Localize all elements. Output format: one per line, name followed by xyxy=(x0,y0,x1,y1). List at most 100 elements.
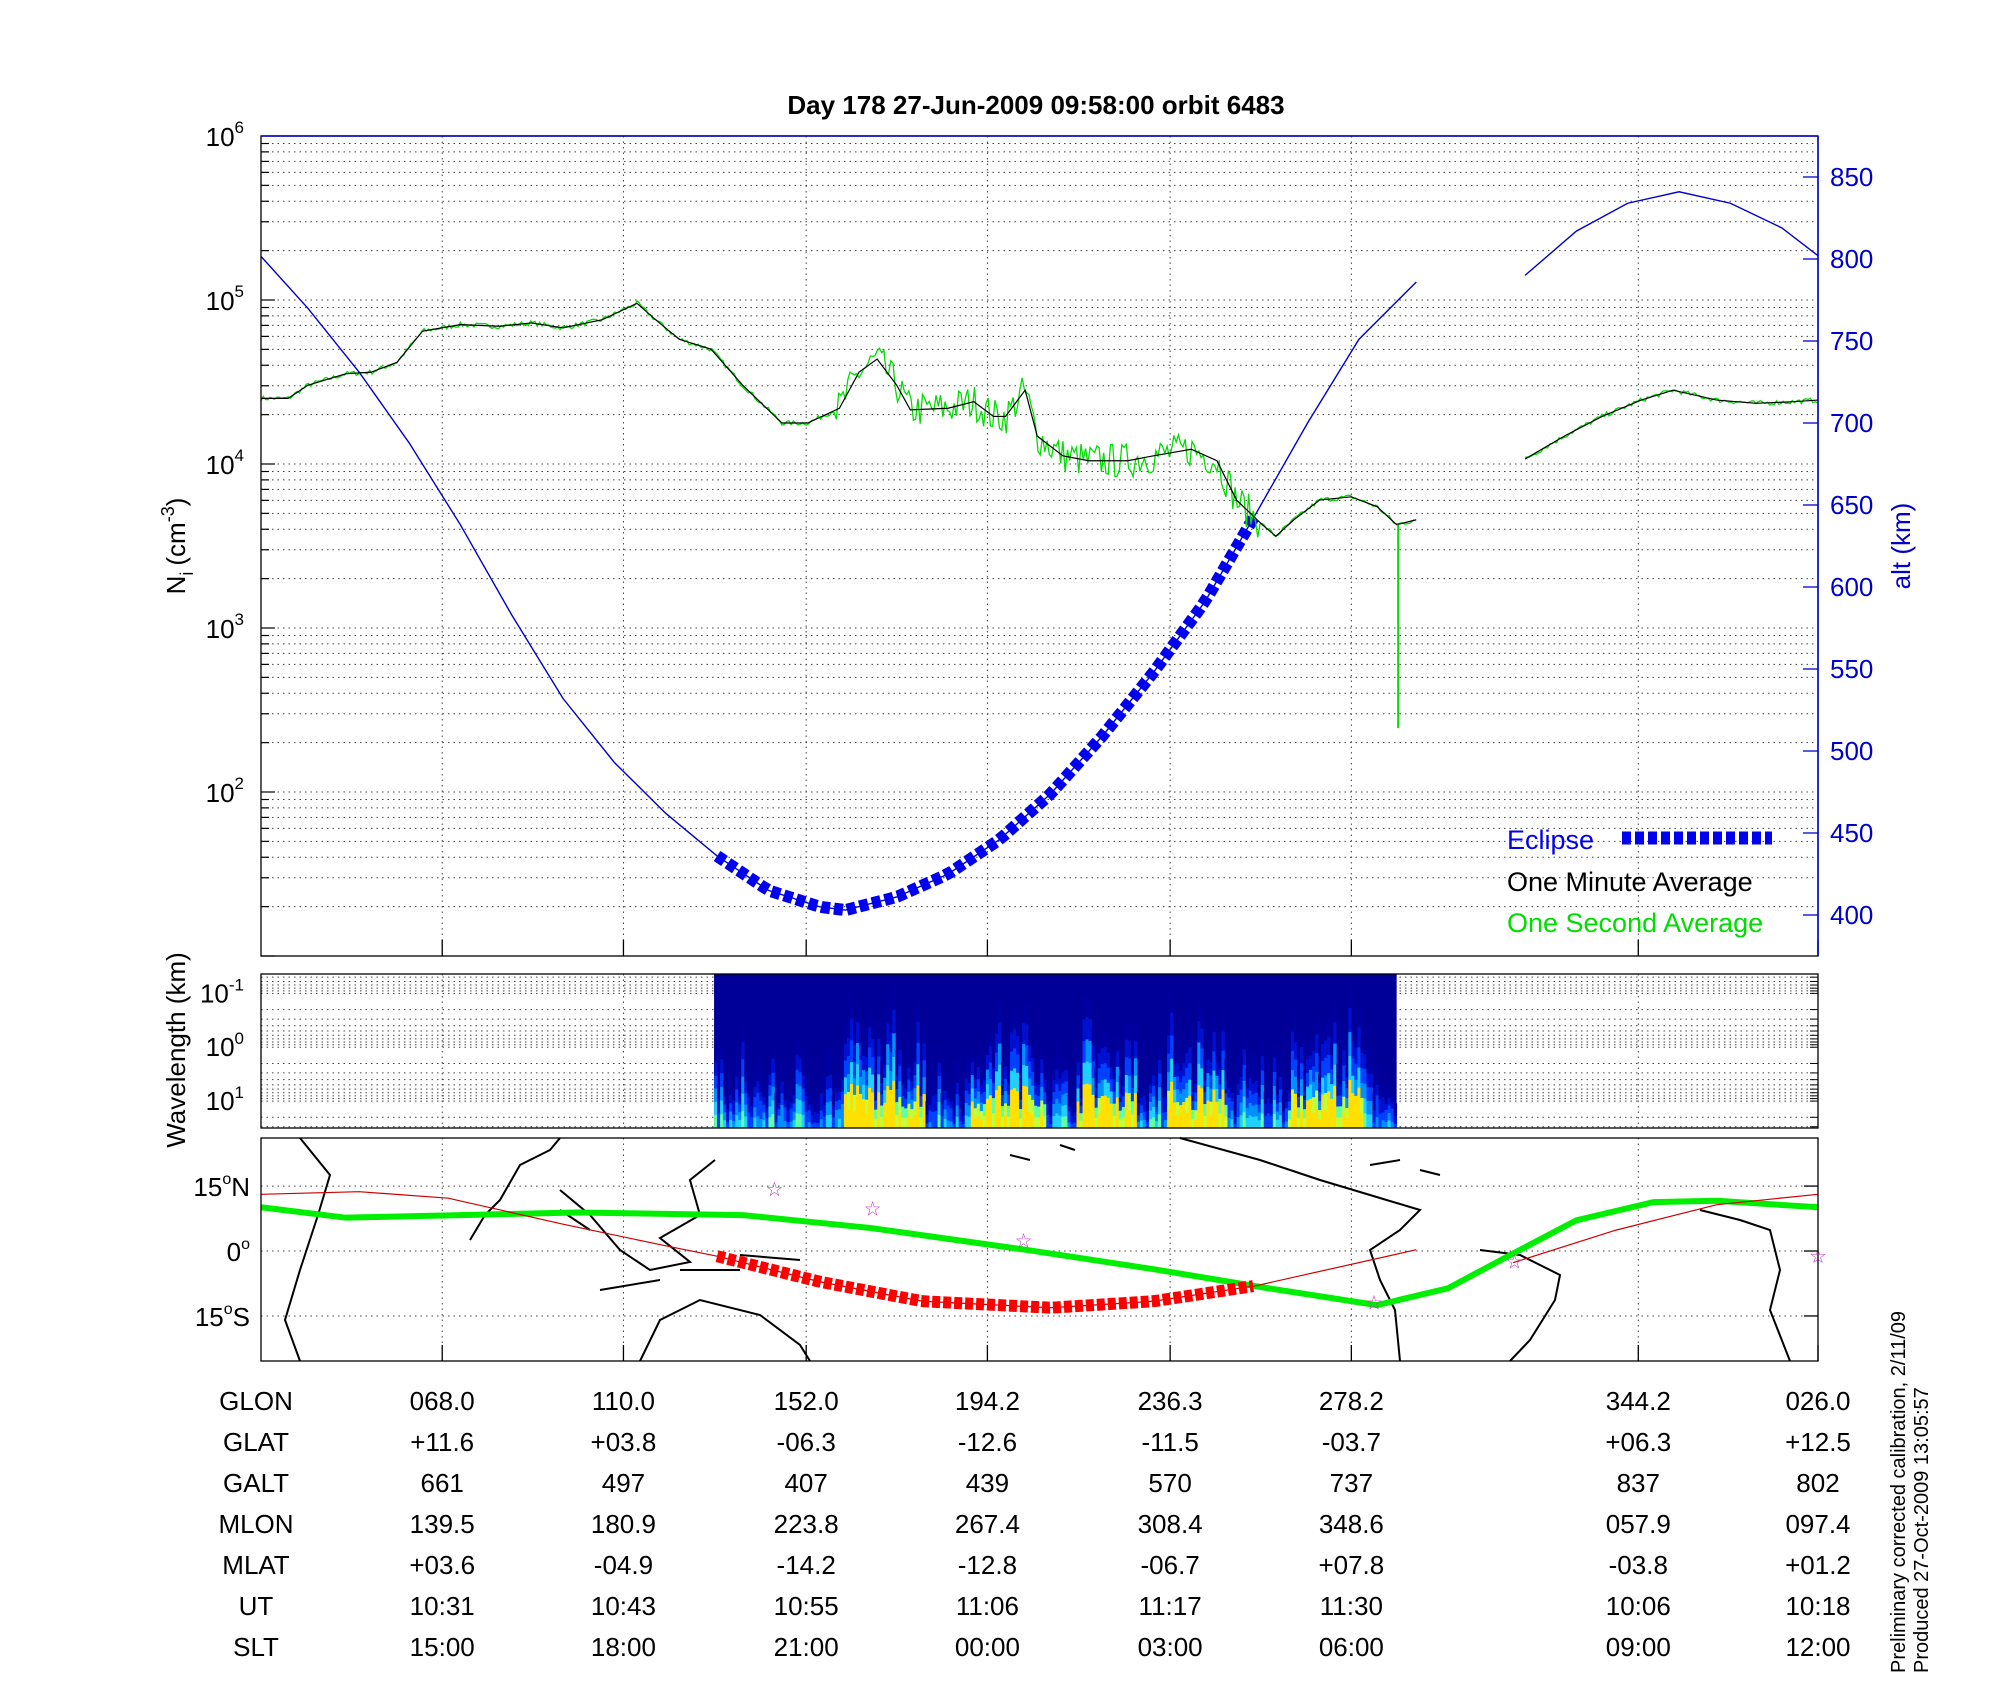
spectrogram-cell xyxy=(810,1106,815,1112)
spectrogram-cell xyxy=(1348,1008,1352,1033)
tick-exponent: 0 xyxy=(235,1029,244,1048)
spectrogram-cell xyxy=(1369,1114,1373,1129)
spectrogram-cell xyxy=(765,1103,769,1109)
spectrogram-cell xyxy=(1336,1106,1340,1118)
spectrogram-cell xyxy=(1381,1081,1385,1091)
spectrogram-cell xyxy=(985,1040,990,1056)
spectrogram-cell xyxy=(874,1091,878,1101)
spectrogram-cell xyxy=(777,1121,781,1129)
spectrogram-cell xyxy=(949,1121,954,1129)
spectrogram-cell xyxy=(792,1103,797,1113)
spectrogram-cell xyxy=(1209,1075,1213,1090)
spectrogram-cell xyxy=(934,1085,938,1095)
spectrogram-cell xyxy=(886,1065,890,1087)
spectrogram-cell xyxy=(1094,1117,1099,1129)
spectrogram-cell xyxy=(1109,1091,1114,1105)
spectrogram-cell xyxy=(919,1064,923,1076)
spectrogram-cell xyxy=(1170,989,1174,1014)
spectrogram-cell xyxy=(1025,1003,1029,1025)
spectrogram-cell xyxy=(1070,1123,1074,1129)
spectrogram-cell xyxy=(765,1118,769,1124)
spectrogram-cell xyxy=(880,1094,884,1106)
spectrogram-cell xyxy=(952,1120,957,1125)
spectrogram-cell xyxy=(1028,1045,1032,1063)
spectrogram-cell xyxy=(1230,1101,1234,1111)
spectrogram-cell xyxy=(898,1112,902,1129)
spectrogram-cell xyxy=(1306,1114,1310,1129)
spectrogram-cell xyxy=(1227,1067,1231,1079)
spectrogram-cell xyxy=(1390,1108,1395,1116)
station-star-icon: ☆ xyxy=(864,1199,882,1221)
spectrogram-cell xyxy=(1233,1123,1237,1129)
spectrogram-grid xyxy=(261,974,1819,1128)
spectrogram-cell xyxy=(768,1095,772,1107)
spectrogram-cell xyxy=(928,1093,932,1100)
spectrogram-cell xyxy=(1333,1064,1337,1087)
spectrogram-cell xyxy=(1303,1109,1307,1120)
spectrogram-cell xyxy=(1218,1113,1222,1129)
table-cell: 348.6 xyxy=(1319,1509,1384,1539)
coastline-southeast-asia xyxy=(559,1159,801,1291)
latitude-label: 15 xyxy=(193,1172,222,1202)
spectrogram-cell xyxy=(1052,1068,1056,1081)
spectrogram-cell xyxy=(1360,1098,1364,1114)
spectrogram-cell xyxy=(961,1119,966,1125)
spectrogram-cell xyxy=(1233,1103,1237,1109)
spectrogram-cell xyxy=(1363,1068,1367,1085)
spectrogram-cell xyxy=(1312,1066,1316,1083)
spectrogram-cell xyxy=(886,1107,890,1129)
spectrogram-cell xyxy=(1215,1075,1219,1090)
spectrogram-cell xyxy=(880,1060,884,1073)
spectrogram-cell xyxy=(783,1086,787,1094)
spectrogram-cell xyxy=(1046,1088,1050,1096)
spectrogram-cell xyxy=(883,1052,887,1066)
spectrogram-cell xyxy=(1179,1093,1183,1106)
spectrogram-cell xyxy=(1127,1058,1132,1077)
spectrogram-cell xyxy=(907,1091,911,1105)
spectrogram-cell xyxy=(982,1055,987,1069)
spectrogram-cell xyxy=(880,1071,884,1084)
spectrogram-cell xyxy=(1013,1008,1017,1030)
spectrogram-cell xyxy=(865,1085,869,1101)
altitude-line xyxy=(260,255,1417,911)
spectrogram-cell xyxy=(744,1069,748,1082)
spectrogram-cell xyxy=(1028,1111,1032,1129)
spectrogram-cell xyxy=(1052,1116,1056,1129)
altitude-tick-label: 400 xyxy=(1830,900,1873,930)
spectrogram-cell xyxy=(1173,1115,1177,1129)
spectrogram-cell xyxy=(1076,1114,1080,1129)
spectrogram-cell xyxy=(1152,1075,1156,1087)
altitude-tick-label: 450 xyxy=(1830,818,1873,848)
tick-exponent: 4 xyxy=(235,446,244,465)
spectrogram-cell xyxy=(1275,1119,1280,1129)
station-star-icon: ☆ xyxy=(1365,1293,1383,1315)
spectrogram-cell xyxy=(1031,1113,1035,1129)
spectrogram-cell xyxy=(837,1100,842,1110)
spectrogram-cell xyxy=(859,1025,863,1044)
spectrogram-cell xyxy=(1281,1094,1286,1101)
spectrogram-cell xyxy=(1109,1103,1114,1117)
spectrogram-cell xyxy=(1293,1042,1298,1061)
spectrogram-cell xyxy=(1067,1100,1071,1107)
spectrogram-cell xyxy=(916,1064,920,1086)
tick-exponent: -1 xyxy=(229,975,244,994)
spectrogram-cell xyxy=(783,1093,787,1101)
spectrogram-cell xyxy=(1266,1120,1271,1129)
spectrogram-cell xyxy=(714,1101,718,1116)
spectrogram-cell xyxy=(1148,1075,1153,1085)
spectrogram-cell xyxy=(849,1018,854,1041)
spectrogram-cell xyxy=(1179,1105,1183,1118)
spectrogram-cell xyxy=(1148,1093,1153,1103)
spectrogram-cell xyxy=(1296,1066,1301,1077)
altitude-tick-label: 850 xyxy=(1830,162,1873,192)
spectrogram-cell xyxy=(1306,1100,1310,1115)
spectrogram-cell xyxy=(961,1103,966,1108)
spectrogram-cell xyxy=(1121,1106,1126,1118)
spectrogram-cell xyxy=(732,1107,736,1115)
spectrogram-cell xyxy=(1049,1108,1053,1113)
spectrogram-cell xyxy=(1094,1067,1099,1078)
spectrogram-cell xyxy=(1324,1057,1328,1076)
spectrogram-cell xyxy=(1182,1076,1186,1090)
spectrogram-cell xyxy=(825,1050,830,1065)
spectrogram-cell xyxy=(967,1116,972,1129)
